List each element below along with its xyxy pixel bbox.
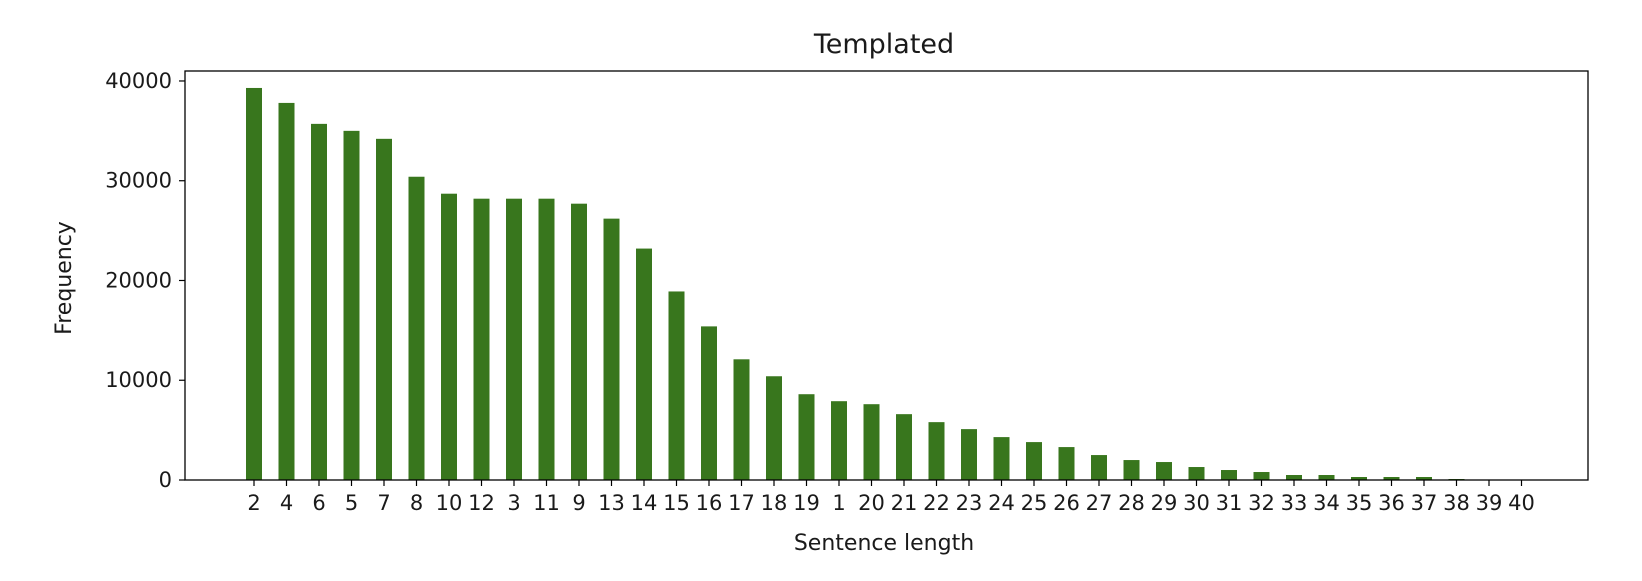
bar-29 [1156, 462, 1172, 480]
bar-15 [669, 291, 685, 480]
x-tick-label: 33 [1281, 491, 1308, 515]
x-tick-label: 21 [891, 491, 918, 515]
x-tick-label: 9 [572, 491, 585, 515]
y-tick-label: 20000 [105, 268, 172, 292]
bar-26 [1059, 447, 1075, 480]
x-tick-label: 18 [761, 491, 788, 515]
bar-14 [636, 249, 652, 480]
bar-21 [896, 414, 912, 480]
bar-7 [376, 139, 392, 480]
x-tick-label: 22 [923, 491, 950, 515]
x-tick-label: 29 [1151, 491, 1178, 515]
x-tick-label: 4 [280, 491, 293, 515]
bar-23 [961, 429, 977, 480]
x-tick-label: 25 [1021, 491, 1048, 515]
y-tick-label: 40000 [105, 69, 172, 93]
bar-6 [311, 124, 327, 480]
x-tick-label: 40 [1508, 491, 1535, 515]
bar-32 [1254, 472, 1270, 480]
x-axis-label: Sentence length [794, 531, 974, 556]
bar-3 [506, 199, 522, 480]
bar-31 [1221, 470, 1237, 480]
bar-24 [994, 437, 1010, 480]
x-tick-label: 20 [858, 491, 885, 515]
x-tick-label: 37 [1411, 491, 1438, 515]
x-tick-label: 26 [1053, 491, 1080, 515]
x-tick-label: 36 [1378, 491, 1405, 515]
x-tick-label: 12 [468, 491, 495, 515]
x-tick-label: 15 [663, 491, 690, 515]
x-tick-label: 28 [1118, 491, 1145, 515]
bar-20 [864, 404, 880, 480]
y-tick-label: 30000 [105, 169, 172, 193]
x-tick-label: 7 [377, 491, 390, 515]
x-tick-label: 24 [988, 491, 1015, 515]
bar-30 [1189, 467, 1205, 480]
x-tick-label: 8 [410, 491, 423, 515]
x-tick-label: 6 [312, 491, 325, 515]
x-tick-label: 27 [1086, 491, 1113, 515]
x-tick-label: 1 [832, 491, 845, 515]
x-tick-label: 35 [1346, 491, 1373, 515]
bars-group [246, 88, 1530, 480]
bar-13 [604, 219, 620, 480]
x-tick-label: 13 [598, 491, 625, 515]
chart-title: Templated [813, 29, 954, 60]
x-tick-label: 14 [631, 491, 658, 515]
bar-25 [1026, 442, 1042, 480]
bar-8 [409, 177, 425, 480]
bar-9 [571, 204, 587, 480]
x-tick-label: 39 [1476, 491, 1503, 515]
x-tick-label: 31 [1216, 491, 1243, 515]
x-tick-label: 3 [507, 491, 520, 515]
x-tick-label: 23 [956, 491, 983, 515]
x-tick-label: 2 [247, 491, 260, 515]
x-tick-label: 38 [1443, 491, 1470, 515]
x-tick-label: 34 [1313, 491, 1340, 515]
y-tick-label: 10000 [105, 368, 172, 392]
x-tick-label: 30 [1183, 491, 1210, 515]
bar-27 [1091, 455, 1107, 480]
y-axis-label: Frequency [52, 221, 77, 335]
bar-34 [1319, 475, 1335, 480]
plot-frame [185, 71, 1588, 480]
bar-1 [831, 401, 847, 480]
bar-18 [766, 376, 782, 480]
x-tick-label: 17 [728, 491, 755, 515]
bar-5 [344, 131, 360, 480]
bar-16 [701, 326, 717, 480]
x-tick-label: 19 [793, 491, 820, 515]
x-tick-label: 10 [436, 491, 463, 515]
x-tick-label: 32 [1248, 491, 1275, 515]
x-tick-label: 16 [696, 491, 723, 515]
bar-2 [246, 88, 262, 480]
x-tick-label: 11 [533, 491, 560, 515]
bar-22 [929, 422, 945, 480]
bar-12 [474, 199, 490, 480]
y-tick-label: 0 [159, 468, 172, 492]
bar-17 [734, 359, 750, 480]
bar-10 [441, 194, 457, 480]
bar-33 [1286, 475, 1302, 480]
x-tick-label: 5 [345, 491, 358, 515]
bar-11 [539, 199, 555, 480]
bar-28 [1124, 460, 1140, 480]
bar-4 [279, 103, 295, 480]
bar-19 [799, 394, 815, 480]
y-axis: 0 10000 20000 30000 40000 [105, 69, 185, 492]
